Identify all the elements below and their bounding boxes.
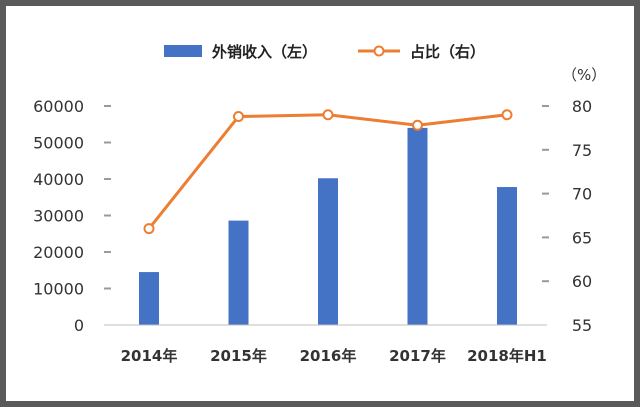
left-axis-tick-label: 40000 — [33, 170, 84, 189]
left-axis-tick-label: 60000 — [33, 97, 84, 116]
right-axis-tick-label: 75 — [572, 141, 592, 160]
right-axis-tick-label: 80 — [572, 97, 592, 116]
bar — [139, 272, 159, 325]
legend-bar-swatch — [164, 45, 202, 57]
bar-series — [139, 127, 517, 326]
x-axis-tick-label: 2018年H1 — [467, 347, 547, 365]
left-axis-tick-label: 50000 — [33, 134, 84, 153]
line-point — [412, 119, 423, 131]
x-axis: 2014年 2015年 2016年 2017年 2018年H1 — [104, 324, 547, 365]
legend-bar-label: 外销收入（左） — [211, 43, 317, 61]
line-series — [143, 109, 513, 235]
x-axis-tick-label: 2016年 — [300, 347, 357, 365]
right-axis-tick-label: 55 — [572, 316, 592, 335]
right-axis-tick-label: 70 — [572, 185, 592, 204]
line-point — [501, 109, 513, 121]
bar — [407, 127, 428, 326]
legend-line-marker — [373, 45, 385, 57]
right-axis-unit: （%） — [562, 66, 606, 84]
x-axis-tick-label: 2017年 — [389, 347, 446, 365]
left-axis-tick-label: 20000 — [33, 243, 84, 262]
legend: 外销收入（左） 占比（右） — [164, 43, 485, 61]
bar — [497, 187, 517, 325]
x-axis-tick-label: 2014年 — [121, 347, 178, 365]
line-point — [322, 109, 334, 121]
right-axis-tick-label: 65 — [572, 228, 592, 247]
right-axis: 55 60 65 70 75 80 — [542, 97, 592, 335]
left-axis-tick-label: 10000 — [33, 280, 84, 299]
x-axis-tick-label: 2015年 — [210, 347, 267, 365]
line-point — [233, 111, 244, 123]
bar — [318, 178, 338, 325]
left-axis-tick-label: 0 — [74, 316, 84, 335]
bar — [228, 220, 249, 325]
left-axis-tick-label: 30000 — [33, 207, 84, 226]
left-axis: 0 10000 20000 30000 40000 50000 60000 — [33, 97, 111, 335]
line-point — [143, 223, 155, 235]
right-axis-tick-label: 60 — [572, 272, 592, 291]
legend-line-label: 占比（右） — [410, 43, 485, 61]
